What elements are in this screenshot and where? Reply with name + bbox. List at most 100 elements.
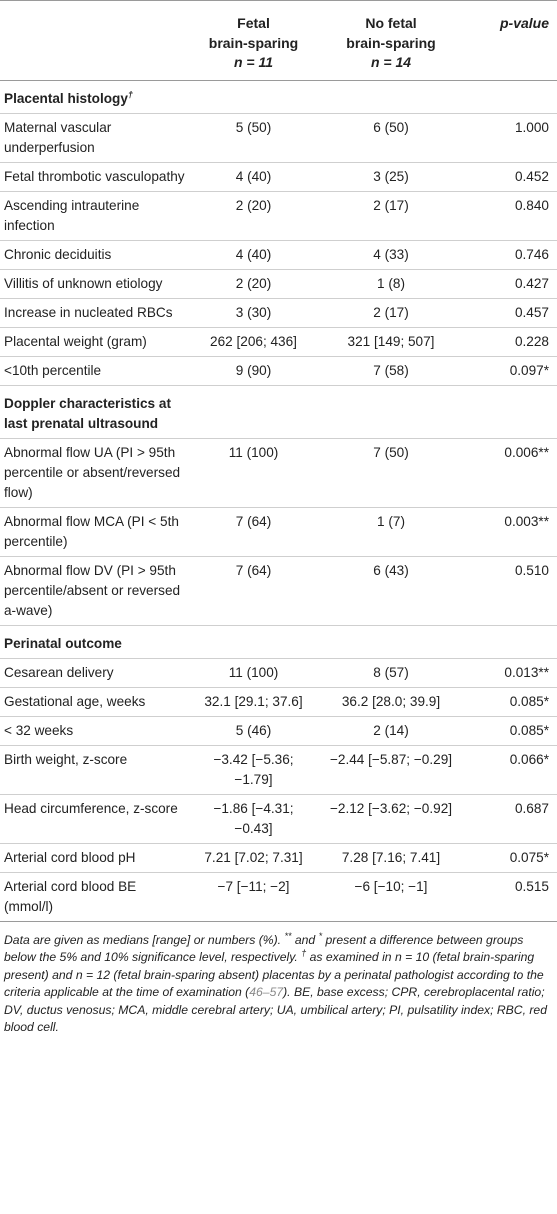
cell-no-fetal-brain-sparing: 321 [149; 507] — [347, 333, 435, 349]
header-no-fetal-brain-sparing: No fetal brain-sparing n = 14 — [317, 1, 465, 81]
cell-p-value: 0.457 — [514, 304, 549, 320]
cell-p-value: 1.000 — [514, 119, 549, 135]
section-empty-cell — [317, 625, 465, 658]
table-row: Head circumference, z-score −1.86 [−4.31;… — [0, 794, 557, 843]
cell-fetal-brain-sparing: −3.42 [−5.36; −1.79] — [213, 751, 294, 787]
cell-p-value: 0.075* — [509, 849, 549, 865]
cell-fetal-brain-sparing: 5 (50) — [235, 119, 272, 135]
cell-p-value: 0.515 — [514, 878, 549, 894]
row-label: Villitis of unknown etiology — [4, 275, 163, 291]
cell-no-fetal-brain-sparing: −6 [−10; −1] — [354, 878, 428, 894]
cell-no-fetal-brain-sparing: 1 (8) — [377, 275, 405, 291]
header-col3-line1: No fetal — [365, 15, 417, 31]
section-header-row: Doppler characteristics at last prenatal… — [0, 385, 557, 438]
table-row: <10th percentile 9 (90) 7 (58) 0.097* — [0, 356, 557, 385]
section-title: Placental histology† — [0, 80, 190, 113]
cell-fetal-brain-sparing: 2 (20) — [235, 197, 272, 213]
cell-no-fetal-brain-sparing: −2.12 [−3.62; −0.92] — [329, 800, 453, 816]
section-header-row: Placental histology† — [0, 80, 557, 113]
cell-fetal-brain-sparing: 7 (64) — [235, 562, 272, 578]
footnote-part5: ). BE, base excess; CPR, cerebroplacenta… — [4, 985, 547, 1034]
cell-no-fetal-brain-sparing: 2 (17) — [373, 304, 409, 320]
table-row: Arterial cord blood BE (mmol/l) −7 [−11; … — [0, 872, 557, 921]
cell-no-fetal-brain-sparing: 2 (14) — [373, 722, 409, 738]
row-label: Maternal vascular underperfusion — [4, 119, 112, 155]
table-row: Gestational age, weeks 32.1 [29.1; 37.6] 3… — [0, 687, 557, 716]
table-row: Cesarean delivery 11 (100) 8 (57) 0.013** — [0, 658, 557, 687]
table-row: Maternal vascular underperfusion 5 (50) 6 … — [0, 113, 557, 162]
cell-fetal-brain-sparing: 32.1 [29.1; 37.6] — [204, 693, 303, 709]
cell-p-value: 0.746 — [514, 246, 549, 262]
header-col2-line1: Fetal — [237, 15, 270, 31]
cell-p-value: 0.085* — [509, 693, 549, 709]
table-row: Increase in nucleated RBCs 3 (30) 2 (17) 0.… — [0, 298, 557, 327]
section-empty-cell — [190, 385, 317, 438]
cell-p-value: 0.006** — [504, 444, 549, 460]
row-label: Placental weight (gram) — [4, 333, 147, 349]
table-row: Abnormal flow UA (PI > 95th percentile o… — [0, 438, 557, 507]
footnote-part3: present a difference between groups belo… — [4, 932, 524, 965]
row-label: Gestational age, weeks — [4, 693, 146, 709]
section-title: Doppler characteristics at last prenatal… — [0, 385, 190, 438]
row-label: Arterial cord blood BE (mmol/l) — [4, 878, 137, 914]
cell-no-fetal-brain-sparing: 7.28 [7.16; 7.41] — [341, 849, 441, 865]
section-header-row: Perinatal outcome — [0, 625, 557, 658]
footnote-part4: as examined in n = 10 (fetal brain-spari… — [4, 950, 544, 999]
header-col2-line2: brain-sparing — [208, 34, 299, 51]
section-title-text: Placental histology — [4, 90, 128, 106]
row-label: <10th percentile — [4, 362, 102, 378]
table-row: Arterial cord blood pH 7.21 [7.02; 7.31] 7… — [0, 843, 557, 872]
row-label: Increase in nucleated RBCs — [4, 304, 173, 320]
cell-p-value: 0.003** — [504, 513, 549, 529]
cell-p-value: 0.228 — [514, 333, 549, 349]
section-title: Perinatal outcome — [0, 625, 190, 658]
cell-no-fetal-brain-sparing: 36.2 [28.0; 39.9] — [341, 693, 441, 709]
cell-fetal-brain-sparing: 5 (46) — [235, 722, 272, 738]
table-row: Villitis of unknown etiology 2 (20) 1 (8) 0… — [0, 269, 557, 298]
row-label: < 32 weeks — [4, 722, 74, 738]
row-label: Abnormal flow DV (PI > 95th percentile/a… — [4, 562, 181, 618]
cell-fetal-brain-sparing: 262 [206; 436] — [210, 333, 297, 349]
section-title-text: Perinatal outcome — [4, 635, 122, 651]
table-row: Ascending intrauterine infection 2 (20) 2 … — [0, 191, 557, 240]
table-body: Placental histology† Maternal vascular un… — [0, 80, 557, 921]
cell-fetal-brain-sparing: 4 (40) — [235, 246, 272, 262]
table-row: Placental weight (gram) 262 [206; 436] 321… — [0, 327, 557, 356]
cell-fetal-brain-sparing: 11 (100) — [228, 664, 279, 680]
footnote-reference-link[interactable]: 46–57 — [249, 985, 284, 999]
cell-p-value: 0.840 — [514, 197, 549, 213]
header-p-value: p-value — [499, 15, 549, 31]
cell-no-fetal-brain-sparing: 6 (43) — [373, 562, 409, 578]
header-blank — [0, 1, 190, 81]
table-header-row: Fetal brain-sparing n = 11 No fetal brai… — [0, 0, 557, 81]
row-label: Cesarean delivery — [4, 664, 114, 680]
cell-fetal-brain-sparing: −7 [−11; −2] — [217, 878, 290, 894]
cell-p-value: 0.097* — [509, 362, 549, 378]
cell-no-fetal-brain-sparing: 7 (58) — [373, 362, 409, 378]
cell-p-value: 0.427 — [514, 275, 549, 291]
cell-no-fetal-brain-sparing: −2.44 [−5.87; −0.29] — [329, 751, 453, 767]
table-row: Fetal thrombotic vasculopathy 4 (40) 3 (25… — [0, 162, 557, 191]
cell-fetal-brain-sparing: −1.86 [−4.31; −0.43] — [213, 800, 294, 836]
section-empty-cell — [465, 625, 557, 658]
header-col3-line2: brain-sparing — [346, 34, 436, 51]
cell-p-value: 0.510 — [514, 562, 549, 578]
row-label: Abnormal flow UA (PI > 95th percentile o… — [4, 444, 181, 500]
row-label: Birth weight, z-score — [4, 751, 128, 767]
cell-fetal-brain-sparing: 4 (40) — [235, 168, 272, 184]
header-col2-n: n = 11 — [233, 54, 274, 70]
section-empty-cell — [190, 625, 317, 658]
cell-no-fetal-brain-sparing: 1 (7) — [377, 513, 405, 529]
section-title-text: Doppler characteristics at last prenatal… — [4, 395, 171, 431]
header-col3-n: n = 14 — [370, 54, 412, 70]
cell-p-value: 0.066* — [509, 751, 549, 767]
footnote-part1: Data are given as medians [range] or num… — [4, 932, 285, 947]
row-label: Chronic deciduitis — [4, 246, 112, 262]
section-empty-cell — [317, 385, 465, 438]
cell-p-value: 0.687 — [514, 800, 549, 816]
cell-fetal-brain-sparing: 3 (30) — [235, 304, 272, 320]
table-row: Abnormal flow MCA (PI < 5th percentile) 7… — [0, 507, 557, 556]
footnote-mark3: † — [301, 947, 307, 958]
section-title-mark: † — [127, 88, 133, 99]
